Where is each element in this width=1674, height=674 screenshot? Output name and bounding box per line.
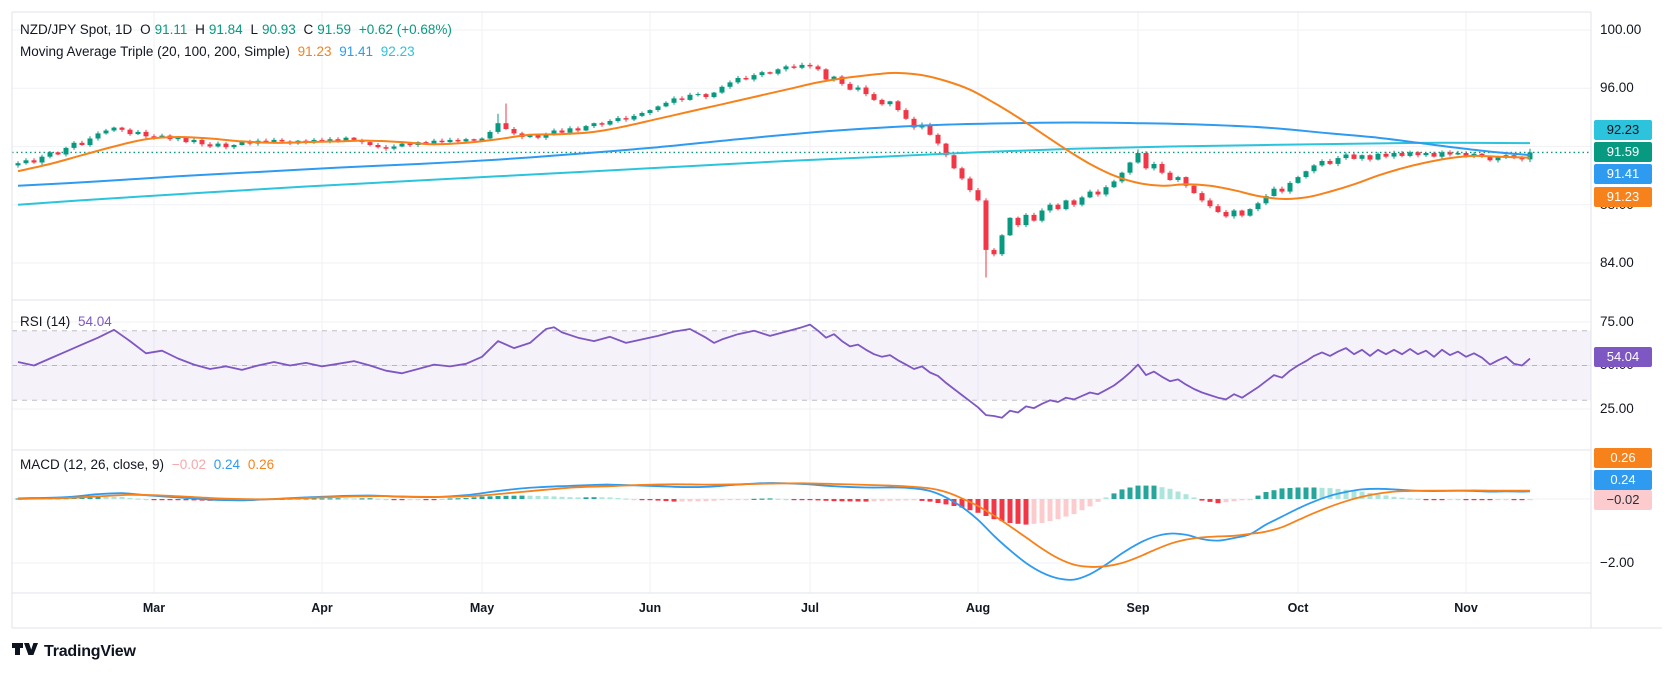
price-badge: 0.24 [1594,470,1652,490]
macd-histogram [15,485,1533,525]
tradingview-logo-text: TradingView [44,643,136,660]
ma20-value: 91.23 [297,44,332,59]
close-value: 91.59 [317,22,352,37]
price-badge: 91.41 [1594,164,1652,184]
tradingview-logo[interactable]: TradingView [12,641,136,663]
macd-legend-row[interactable]: MACD (12, 26, close, 9) −0.02 0.24 0.26 [20,457,278,472]
ma200-value: 92.23 [380,44,415,59]
axis-price-label: 25.00 [1600,401,1634,416]
macd-signal-value: 0.26 [247,457,275,472]
ma-legend-row[interactable]: Moving Average Triple (20, 100, 200, Sim… [20,44,419,59]
rsi-line [17,323,1531,419]
rsi-legend-row[interactable]: RSI (14) 54.04 [20,314,116,329]
open-value: 91.11 [154,22,188,37]
ma200-line [17,141,1531,206]
macd-signal-line [17,482,1531,568]
time-axis-month-label: May [469,601,495,615]
ma20-line [17,71,1531,200]
rsi-value: 54.04 [78,314,112,329]
ma-label: Moving Average Triple (20, 100, 200, Sim… [20,44,290,59]
axis-price-label: −2.00 [1600,555,1635,570]
price-badge: 54.04 [1594,347,1652,367]
price-badge: −0.02 [1594,490,1652,510]
rsi-label: RSI (14) [20,314,71,329]
time-axis-month-label: Nov [1454,601,1478,615]
axis-price-label: 100.00 [1600,22,1642,37]
close-label: C [303,22,314,37]
high-value: 91.84 [208,22,243,37]
axis-price-label: 75.00 [1600,314,1634,329]
axis-price-label: 84.00 [1600,255,1634,270]
time-axis-month-label: Mar [142,601,166,615]
macd-label: MACD (12, 26, close, 9) [20,457,165,472]
low-label: L [250,22,258,37]
time-axis-month-label: Jun [638,601,662,615]
tradingview-logo-icon [12,643,38,655]
price-badge: 91.59 [1594,142,1652,162]
candlestick-series [15,62,1533,278]
time-axis-month-label: Oct [1287,601,1309,615]
time-axis-month-label: Aug [965,601,991,615]
ma100-line [17,121,1531,187]
macd-hist-value: −0.02 [171,457,206,472]
change-value: +0.62 (+0.68%) [358,22,452,37]
high-label: H [195,22,205,37]
symbol-title: NZD/JPY Spot, 1D [20,22,133,37]
macd-line-value: 0.24 [213,457,241,472]
price-badge: 0.26 [1594,448,1652,468]
time-axis-month-label: Sep [1126,601,1150,615]
open-label: O [140,22,151,37]
price-badge: 92.23 [1594,120,1652,140]
time-axis-month-label: Apr [311,601,333,615]
axis-price-label: 96.00 [1600,80,1634,95]
macd-line [17,482,1531,581]
time-axis-month-label: Jul [800,601,820,615]
low-value: 90.93 [261,22,296,37]
ma100-value: 91.41 [339,44,374,59]
price-badge: 91.23 [1594,187,1652,207]
